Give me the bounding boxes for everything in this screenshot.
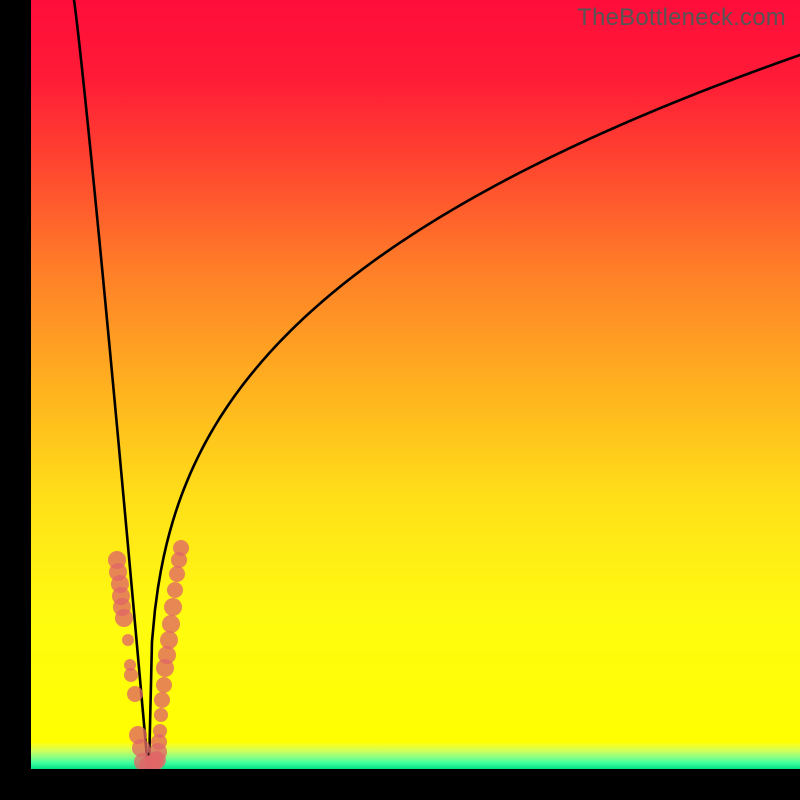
data-marker	[169, 566, 185, 582]
data-marker	[127, 686, 143, 702]
data-marker	[162, 615, 180, 633]
chart-stage: TheBottleneck.com	[0, 0, 800, 800]
watermark-text: TheBottleneck.com	[577, 4, 786, 32]
data-marker	[154, 692, 170, 708]
data-marker	[115, 609, 133, 627]
data-marker	[167, 582, 183, 598]
gradient-plot-area	[31, 0, 800, 769]
data-marker	[171, 552, 187, 568]
data-marker	[164, 598, 182, 616]
bottleneck-curve-chart	[0, 0, 800, 800]
data-marker	[124, 668, 138, 682]
data-marker	[154, 708, 168, 722]
data-marker	[148, 752, 164, 768]
data-marker	[156, 659, 174, 677]
data-marker	[122, 634, 134, 646]
data-marker	[156, 677, 172, 693]
